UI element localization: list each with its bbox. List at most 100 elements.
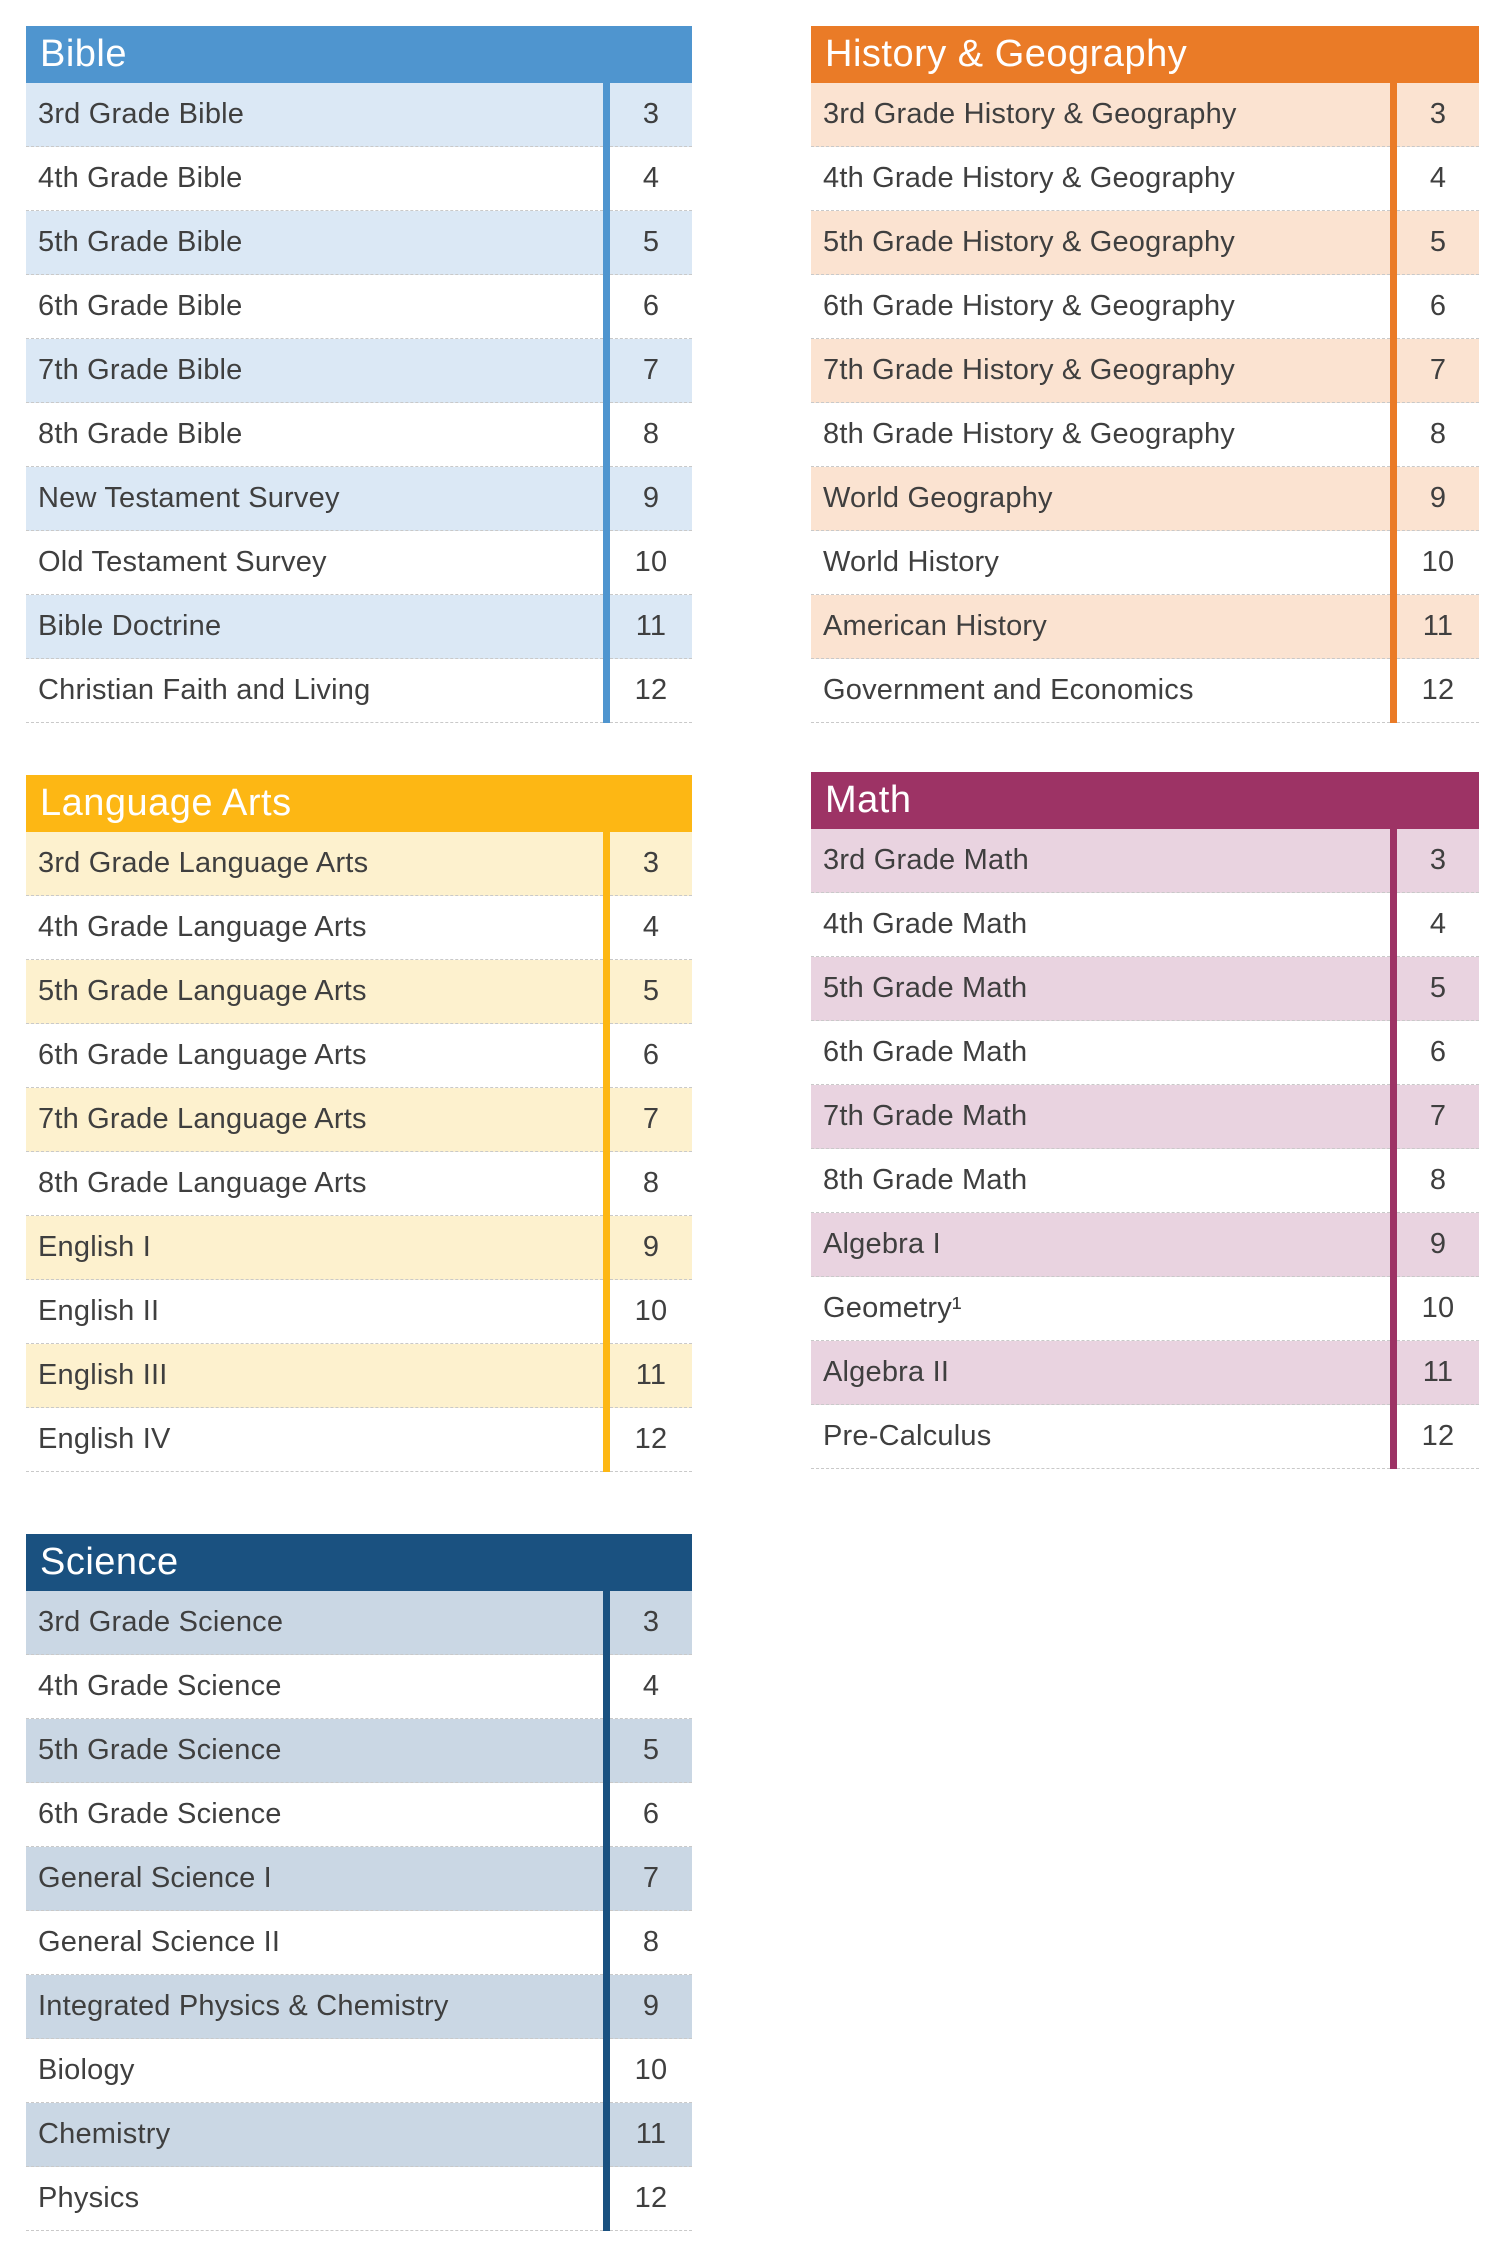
course-name: 4th Grade History & Geography bbox=[811, 147, 1390, 211]
table-row: English II 10 bbox=[26, 1280, 692, 1344]
course-name: 6th Grade Bible bbox=[26, 275, 603, 339]
course-name: 3rd Grade Science bbox=[26, 1591, 603, 1655]
accent-bar bbox=[1390, 467, 1397, 531]
language-arts-table-title: Language Arts bbox=[26, 775, 692, 832]
accent-bar bbox=[1390, 1021, 1397, 1085]
accent-bar bbox=[603, 211, 610, 275]
table-row: Christian Faith and Living 12 bbox=[26, 659, 692, 723]
table-row: 4th Grade Math 4 bbox=[811, 893, 1479, 957]
course-name: Integrated Physics & Chemistry bbox=[26, 1975, 603, 2039]
grade-level: 8 bbox=[610, 403, 692, 467]
table-row: 3rd Grade Science 3 bbox=[26, 1591, 692, 1655]
course-name: 5th Grade History & Geography bbox=[811, 211, 1390, 275]
accent-bar bbox=[603, 1591, 610, 1655]
table-row: 4th Grade History & Geography 4 bbox=[811, 147, 1479, 211]
accent-bar bbox=[1390, 1213, 1397, 1277]
accent-bar bbox=[603, 467, 610, 531]
table-row: 7th Grade Language Arts 7 bbox=[26, 1088, 692, 1152]
table-row: World Geography 9 bbox=[811, 467, 1479, 531]
accent-bar bbox=[603, 1088, 610, 1152]
table-row: 7th Grade History & Geography 7 bbox=[811, 339, 1479, 403]
course-name: Government and Economics bbox=[811, 659, 1390, 723]
grade-level: 7 bbox=[610, 1088, 692, 1152]
accent-bar bbox=[603, 595, 610, 659]
accent-bar bbox=[603, 83, 610, 147]
table-row: 4th Grade Bible 4 bbox=[26, 147, 692, 211]
table-body: 3rd Grade History & Geography 3 4th Grad… bbox=[811, 83, 1479, 723]
table-row: 4th Grade Science 4 bbox=[26, 1655, 692, 1719]
accent-bar bbox=[603, 2039, 610, 2103]
table-row: Geometry¹ 10 bbox=[811, 1277, 1479, 1341]
course-name: World History bbox=[811, 531, 1390, 595]
course-name: 5th Grade Math bbox=[811, 957, 1390, 1021]
accent-bar bbox=[1390, 659, 1397, 723]
accent-bar bbox=[603, 1280, 610, 1344]
grade-level: 5 bbox=[610, 211, 692, 275]
grade-level: 8 bbox=[1397, 1149, 1479, 1213]
course-name: 4th Grade Math bbox=[811, 893, 1390, 957]
accent-bar bbox=[1390, 1341, 1397, 1405]
grade-level: 12 bbox=[610, 659, 692, 723]
course-name: Pre-Calculus bbox=[811, 1405, 1390, 1469]
table-row: 5th Grade History & Geography 5 bbox=[811, 211, 1479, 275]
course-name: General Science I bbox=[26, 1847, 603, 1911]
grade-level: 6 bbox=[610, 1783, 692, 1847]
table-row: 7th Grade Math 7 bbox=[811, 1085, 1479, 1149]
course-name: 4th Grade Bible bbox=[26, 147, 603, 211]
accent-bar bbox=[603, 1719, 610, 1783]
accent-bar bbox=[1390, 893, 1397, 957]
course-name: 5th Grade Bible bbox=[26, 211, 603, 275]
table-row: 5th Grade Science 5 bbox=[26, 1719, 692, 1783]
accent-bar bbox=[603, 2167, 610, 2231]
course-name: English II bbox=[26, 1280, 603, 1344]
course-name: Bible Doctrine bbox=[26, 595, 603, 659]
course-name: 4th Grade Science bbox=[26, 1655, 603, 1719]
grade-level: 12 bbox=[1397, 659, 1479, 723]
table-row: Bible Doctrine 11 bbox=[26, 595, 692, 659]
grade-level: 10 bbox=[1397, 1277, 1479, 1341]
grade-level: 3 bbox=[610, 832, 692, 896]
table-row: 8th Grade Math 8 bbox=[811, 1149, 1479, 1213]
accent-bar bbox=[603, 896, 610, 960]
course-name: 6th Grade Language Arts bbox=[26, 1024, 603, 1088]
accent-bar bbox=[1390, 275, 1397, 339]
grade-level: 4 bbox=[610, 1655, 692, 1719]
accent-bar bbox=[1390, 1085, 1397, 1149]
grade-level: 7 bbox=[610, 1847, 692, 1911]
accent-bar bbox=[1390, 339, 1397, 403]
table-row: Integrated Physics & Chemistry 9 bbox=[26, 1975, 692, 2039]
course-name: Geometry¹ bbox=[811, 1277, 1390, 1341]
grade-level: 4 bbox=[1397, 147, 1479, 211]
grade-level: 6 bbox=[610, 1024, 692, 1088]
course-name: New Testament Survey bbox=[26, 467, 603, 531]
grade-level: 12 bbox=[610, 2167, 692, 2231]
course-name: 8th Grade Language Arts bbox=[26, 1152, 603, 1216]
course-name: 7th Grade Math bbox=[811, 1085, 1390, 1149]
course-name: Algebra II bbox=[811, 1341, 1390, 1405]
table-body: 3rd Grade Language Arts 3 4th Grade Lang… bbox=[26, 832, 692, 1472]
accent-bar bbox=[603, 1783, 610, 1847]
grade-level: 12 bbox=[1397, 1405, 1479, 1469]
course-name: 3rd Grade History & Geography bbox=[811, 83, 1390, 147]
table-row: English IV 12 bbox=[26, 1408, 692, 1472]
history-geography-table: History & Geography 3rd Grade History & … bbox=[811, 26, 1479, 723]
accent-bar bbox=[1390, 957, 1397, 1021]
accent-bar bbox=[603, 832, 610, 896]
accent-bar bbox=[603, 1847, 610, 1911]
grade-level: 5 bbox=[1397, 211, 1479, 275]
grade-level: 10 bbox=[610, 1280, 692, 1344]
accent-bar bbox=[603, 1152, 610, 1216]
table-row: 4th Grade Language Arts 4 bbox=[26, 896, 692, 960]
grade-level: 4 bbox=[1397, 893, 1479, 957]
accent-bar bbox=[1390, 531, 1397, 595]
grade-level: 9 bbox=[1397, 467, 1479, 531]
table-row: 6th Grade History & Geography 6 bbox=[811, 275, 1479, 339]
table-row: English III 11 bbox=[26, 1344, 692, 1408]
course-name: 8th Grade History & Geography bbox=[811, 403, 1390, 467]
accent-bar bbox=[603, 1975, 610, 2039]
accent-bar bbox=[603, 960, 610, 1024]
accent-bar bbox=[603, 2103, 610, 2167]
grade-level: 3 bbox=[1397, 829, 1479, 893]
grade-level: 8 bbox=[1397, 403, 1479, 467]
